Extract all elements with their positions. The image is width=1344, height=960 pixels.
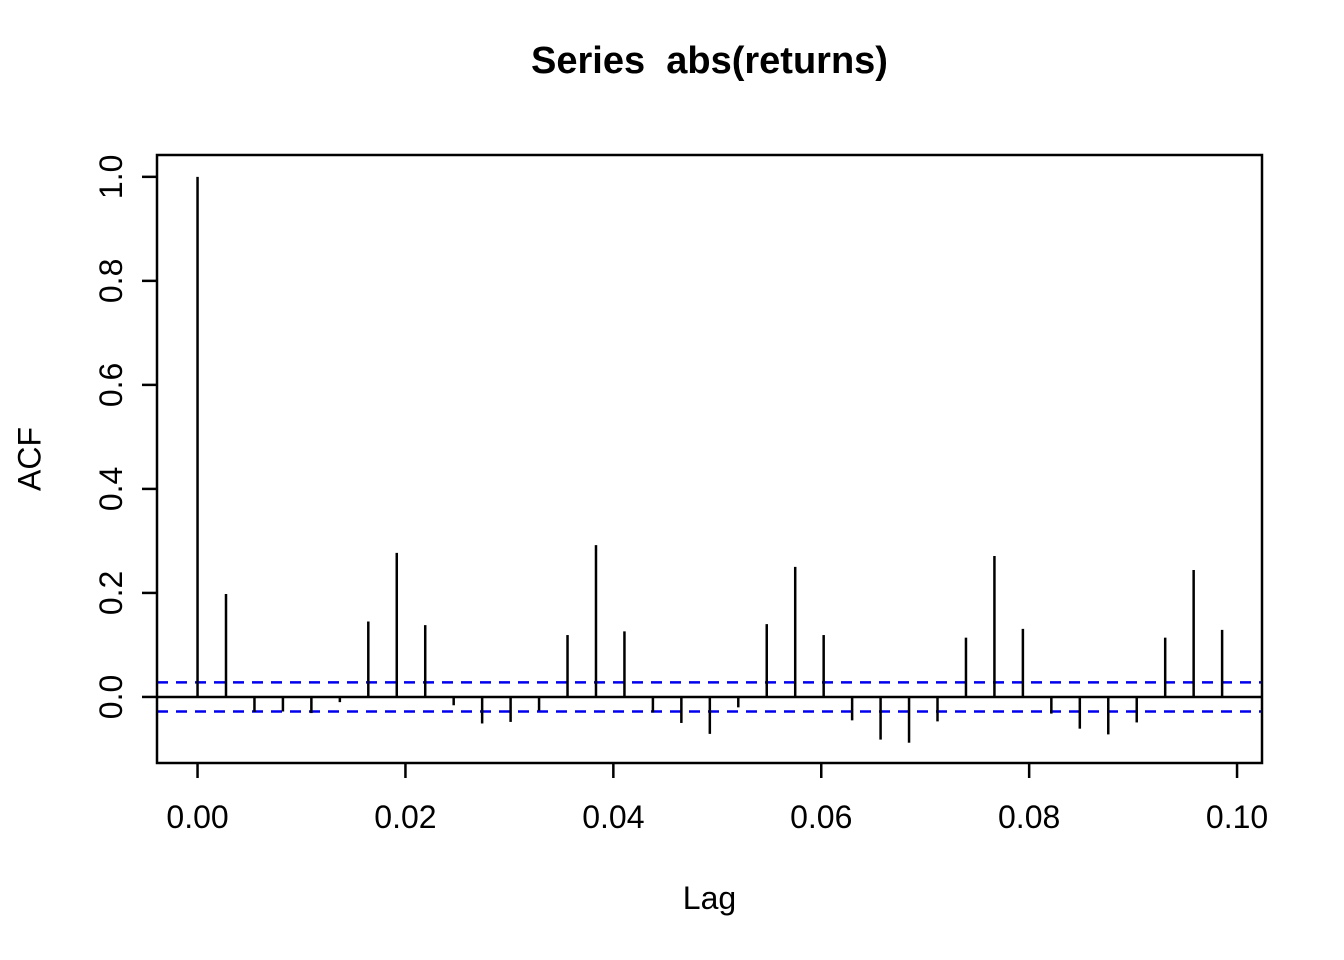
chart-title: Series abs(returns) (531, 40, 888, 82)
y-tick-label: 0.8 (93, 259, 129, 303)
y-axis-title: ACF (11, 427, 48, 491)
y-tick-label: 0.4 (93, 467, 129, 511)
x-tick-label: 0.04 (582, 799, 644, 835)
y-tick-label: 0.6 (93, 363, 129, 407)
x-tick-label: 0.06 (790, 799, 852, 835)
y-tick-label: 0.2 (93, 571, 129, 615)
x-tick-label: 0.00 (166, 799, 228, 835)
plot-box (155, 153, 1264, 765)
y-tick-label: 0.0 (93, 675, 129, 719)
x-tick-label: 0.10 (1206, 799, 1268, 835)
y-tick-label: 1.0 (93, 155, 129, 199)
x-tick-label: 0.02 (374, 799, 436, 835)
x-axis-title: Lag (682, 880, 737, 916)
x-tick-label: 0.08 (998, 799, 1060, 835)
